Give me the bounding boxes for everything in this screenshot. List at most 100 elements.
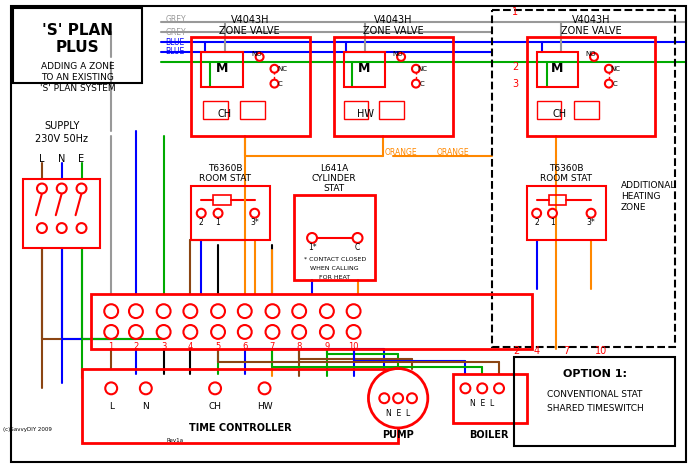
Circle shape bbox=[412, 80, 420, 88]
Text: ZONE VALVE: ZONE VALVE bbox=[561, 26, 622, 36]
Text: STAT: STAT bbox=[323, 184, 344, 193]
Text: OPTION 1:: OPTION 1: bbox=[563, 370, 627, 380]
Text: NO: NO bbox=[393, 51, 404, 57]
Text: HEATING: HEATING bbox=[621, 192, 660, 201]
Circle shape bbox=[209, 382, 221, 394]
Bar bbox=[492, 10, 675, 347]
Text: ORANGE: ORANGE bbox=[385, 148, 417, 157]
Circle shape bbox=[266, 304, 279, 318]
Text: ROOM STAT: ROOM STAT bbox=[199, 174, 251, 183]
Text: 1: 1 bbox=[108, 342, 114, 351]
Text: HW: HW bbox=[357, 110, 374, 119]
Circle shape bbox=[548, 209, 557, 218]
Text: 1: 1 bbox=[512, 7, 518, 17]
Bar bbox=[13, 8, 142, 83]
Circle shape bbox=[211, 325, 225, 339]
Bar bbox=[453, 373, 526, 423]
Text: 3*: 3* bbox=[586, 218, 595, 227]
Text: 1*: 1* bbox=[308, 243, 316, 252]
Circle shape bbox=[184, 325, 197, 339]
Text: 3*: 3* bbox=[250, 218, 259, 227]
Text: C: C bbox=[613, 80, 617, 87]
Text: TIME CONTROLLER: TIME CONTROLLER bbox=[188, 423, 291, 433]
Text: ORANGE: ORANGE bbox=[436, 148, 469, 157]
Text: ADDING A ZONE: ADDING A ZONE bbox=[41, 62, 115, 71]
Text: M: M bbox=[551, 62, 564, 75]
Circle shape bbox=[256, 53, 264, 61]
Text: 2: 2 bbox=[199, 218, 204, 227]
Text: 1: 1 bbox=[216, 218, 220, 227]
Text: Rev1a: Rev1a bbox=[167, 439, 184, 443]
Circle shape bbox=[307, 233, 317, 243]
Circle shape bbox=[368, 369, 428, 428]
Text: 8: 8 bbox=[297, 342, 302, 351]
Text: NC: NC bbox=[277, 66, 287, 72]
Bar bbox=[514, 357, 675, 446]
Text: V4043H: V4043H bbox=[572, 15, 611, 25]
Text: 5: 5 bbox=[215, 342, 221, 351]
Text: M: M bbox=[358, 62, 371, 75]
Text: C: C bbox=[420, 80, 424, 87]
Circle shape bbox=[106, 382, 117, 394]
Circle shape bbox=[197, 209, 206, 218]
Bar bbox=[334, 37, 453, 136]
Circle shape bbox=[77, 183, 86, 193]
Text: 1: 1 bbox=[550, 218, 555, 227]
Bar bbox=[526, 185, 606, 240]
Text: HW: HW bbox=[257, 402, 273, 410]
Circle shape bbox=[590, 53, 598, 61]
Text: 2: 2 bbox=[133, 342, 139, 351]
Text: 6: 6 bbox=[242, 342, 248, 351]
Text: NO: NO bbox=[251, 51, 262, 57]
Circle shape bbox=[140, 382, 152, 394]
Circle shape bbox=[214, 209, 222, 218]
Text: 'S' PLAN SYSTEM: 'S' PLAN SYSTEM bbox=[40, 84, 115, 93]
Text: SUPPLY: SUPPLY bbox=[44, 121, 79, 131]
Text: ZONE VALVE: ZONE VALVE bbox=[363, 26, 424, 36]
Text: FOR HEAT: FOR HEAT bbox=[319, 275, 351, 280]
Circle shape bbox=[104, 325, 118, 339]
Text: PLUS: PLUS bbox=[56, 39, 99, 54]
Text: BOILER: BOILER bbox=[469, 430, 509, 440]
Circle shape bbox=[259, 382, 270, 394]
Circle shape bbox=[270, 80, 278, 88]
Text: 'S' PLAN: 'S' PLAN bbox=[42, 22, 113, 38]
Text: 2: 2 bbox=[514, 346, 520, 356]
Circle shape bbox=[250, 209, 259, 218]
Circle shape bbox=[407, 393, 417, 403]
Text: CYLINDER: CYLINDER bbox=[311, 174, 356, 183]
Circle shape bbox=[37, 183, 47, 193]
Text: BLUE: BLUE bbox=[166, 37, 185, 46]
Circle shape bbox=[57, 223, 67, 233]
Text: L641A: L641A bbox=[319, 164, 348, 173]
Text: M: M bbox=[216, 62, 228, 75]
Text: ZONE VALVE: ZONE VALVE bbox=[219, 26, 280, 36]
Circle shape bbox=[393, 393, 403, 403]
Circle shape bbox=[320, 325, 334, 339]
Text: NO: NO bbox=[586, 51, 596, 57]
Circle shape bbox=[412, 65, 420, 73]
Text: NC: NC bbox=[418, 66, 428, 72]
Text: E: E bbox=[79, 154, 85, 164]
Text: 7: 7 bbox=[270, 342, 275, 351]
Circle shape bbox=[494, 383, 504, 393]
Text: 3: 3 bbox=[161, 342, 166, 351]
Text: N  E  L: N E L bbox=[386, 409, 411, 417]
Circle shape bbox=[460, 383, 471, 393]
Text: PUMP: PUMP bbox=[382, 430, 414, 440]
Circle shape bbox=[397, 53, 405, 61]
Text: L: L bbox=[109, 402, 114, 410]
Text: N: N bbox=[142, 402, 149, 410]
Circle shape bbox=[157, 325, 170, 339]
Text: ADDITIONAL: ADDITIONAL bbox=[621, 181, 676, 190]
Text: (c)SavvyDIY 2009: (c)SavvyDIY 2009 bbox=[3, 427, 52, 432]
Text: NC: NC bbox=[611, 66, 621, 72]
Text: T6360B: T6360B bbox=[208, 164, 242, 173]
Circle shape bbox=[605, 65, 613, 73]
Text: V4043H: V4043H bbox=[374, 15, 413, 25]
Text: ROOM STAT: ROOM STAT bbox=[540, 174, 592, 183]
Circle shape bbox=[266, 325, 279, 339]
Text: 230V 50Hz: 230V 50Hz bbox=[35, 134, 88, 144]
Circle shape bbox=[605, 80, 613, 88]
Text: 9: 9 bbox=[324, 342, 330, 351]
